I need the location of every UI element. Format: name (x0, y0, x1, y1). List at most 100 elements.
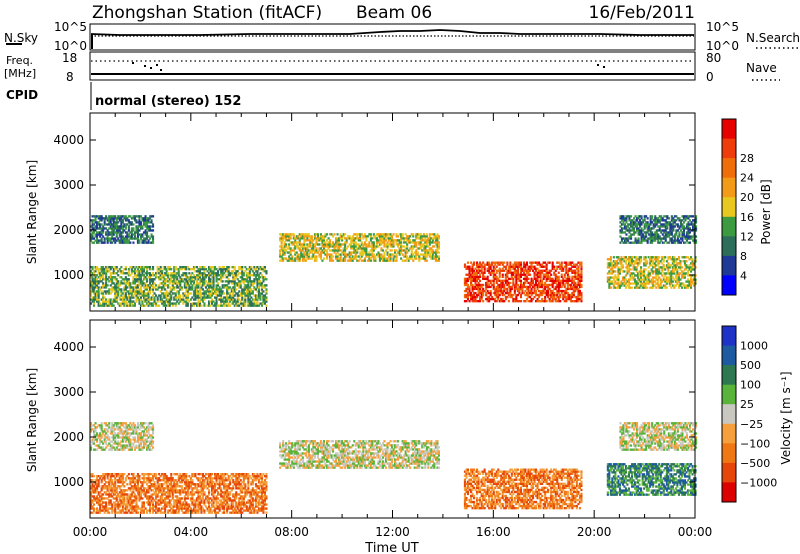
echo-cell (348, 259, 351, 262)
echo-cell (577, 271, 580, 274)
echo-cell (289, 233, 292, 236)
echo-cell (466, 273, 470, 276)
echo-cell (479, 287, 482, 291)
echo-cell (638, 280, 641, 283)
echo-cell (533, 275, 536, 279)
echo-cell (542, 287, 545, 291)
echo-cell (333, 243, 336, 246)
echo-cell (96, 237, 99, 240)
echo-cell (665, 278, 668, 281)
echo-cell (401, 245, 404, 248)
echo-cell (362, 235, 365, 238)
echo-cell (503, 265, 506, 268)
echo-cell (118, 239, 121, 242)
echo-cell (214, 290, 217, 293)
echo-cell (357, 247, 360, 250)
echo-cell (127, 227, 130, 230)
echo-cell (91, 235, 94, 238)
echo-cell (664, 225, 667, 228)
echo-cell (515, 293, 518, 297)
echo-cell (146, 274, 149, 277)
echo-cell (189, 276, 192, 279)
echo-cell (504, 279, 507, 283)
echo-cell (297, 255, 300, 258)
echo-cell (563, 285, 566, 289)
echo-cell (667, 272, 670, 275)
echo-cell (115, 219, 118, 222)
echo-cell (566, 277, 569, 281)
echo-cell (482, 300, 485, 303)
echo-cell (165, 272, 168, 275)
echo-cell (164, 266, 167, 269)
echo-cell (640, 270, 643, 273)
echo-cell (634, 225, 637, 228)
echo-cell (115, 282, 118, 285)
echo-cell (262, 278, 265, 281)
echo-cell (643, 256, 646, 259)
echo-cell (421, 237, 424, 240)
echo-cell (495, 281, 498, 285)
echo-cell (673, 241, 676, 244)
echo-cell (165, 292, 168, 295)
echo-cell (473, 275, 476, 279)
echo-cell (141, 272, 144, 275)
echo-cell (333, 233, 336, 236)
echo-cell (662, 284, 665, 287)
echo-cell (295, 257, 298, 260)
echo-cell (289, 259, 292, 262)
echo-cell (102, 266, 105, 269)
echo-cell (663, 223, 666, 226)
echo-cell (655, 274, 658, 277)
echo-cell (620, 231, 624, 234)
echo-cell (312, 253, 315, 256)
echo-cell (574, 265, 577, 268)
echo-cell (344, 241, 347, 244)
echo-cell (123, 223, 126, 226)
echo-cell (569, 295, 572, 299)
echo-cell (524, 267, 527, 270)
echo-cell (111, 227, 114, 230)
echo-cell (288, 237, 291, 240)
echo-cell (306, 253, 309, 256)
echo-cell (203, 292, 206, 295)
echo-cell (661, 225, 664, 228)
echo-cell (611, 282, 614, 285)
echo-cell (200, 278, 203, 281)
echo-cell (102, 276, 105, 279)
echo-cell (121, 278, 124, 281)
echo-cell (93, 292, 96, 295)
echo-cell (186, 302, 189, 305)
echo-cell (335, 255, 338, 258)
echo-cell (301, 257, 304, 260)
echo-cell (637, 286, 640, 289)
echo-cell (106, 268, 109, 271)
echo-cell (545, 293, 548, 297)
echo-cell (679, 262, 682, 265)
echo-cell (262, 266, 265, 269)
echo-cell (112, 272, 115, 275)
echo-cell (117, 274, 120, 277)
echo-cell (643, 282, 646, 285)
echo-cell (129, 274, 132, 277)
echo-cell (468, 275, 471, 279)
echo-cell (192, 292, 196, 295)
echo-cell (117, 237, 120, 240)
echo-cell (186, 276, 189, 279)
echo-cell (96, 268, 99, 271)
echo-cell (241, 294, 244, 297)
echo-cell (551, 267, 554, 270)
echo-cell (643, 264, 646, 267)
echo-cell (139, 233, 143, 236)
echo-cell (407, 241, 410, 244)
echo-cell (566, 283, 569, 287)
echo-cell (488, 267, 491, 270)
echo-cell (226, 294, 229, 297)
echo-cell (371, 253, 374, 256)
echo-cell (489, 289, 492, 293)
echo-cell (124, 286, 127, 289)
echo-cell (623, 225, 627, 228)
echo-cell (245, 272, 248, 275)
echo-cell (538, 300, 541, 303)
echo-cell (298, 239, 301, 242)
echo-cell (386, 241, 389, 244)
